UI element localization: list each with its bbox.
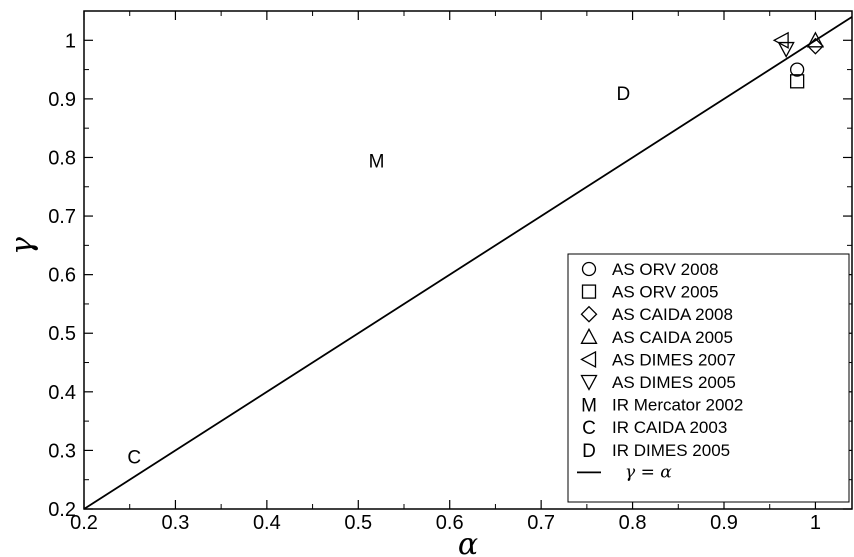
y-tick-label: 0.9	[48, 89, 76, 111]
legend-marker	[580, 350, 597, 368]
reference-line-gamma-equals-alpha	[83, 16, 853, 510]
legend-marker	[580, 327, 598, 344]
legend: AS ORV 2008 AS ORV 2005 AS CAIDA 2008 AS CA…	[567, 253, 850, 503]
data-points: MCD	[127, 31, 825, 468]
legend-label: AS ORV 2005	[612, 283, 718, 302]
x-tick-label: 0.5	[344, 512, 372, 534]
x-tick-label: 0.3	[162, 512, 190, 534]
legend-label: AS DIMES 2007	[612, 350, 736, 369]
y-tick-label: 0.8	[48, 147, 76, 169]
y-tick-label: 0.3	[48, 440, 76, 462]
legend-items: AS ORV 2008 AS ORV 2005 AS CAIDA 2008 AS CA…	[577, 260, 743, 482]
plot-frame	[83, 10, 853, 510]
data-point	[777, 41, 795, 58]
legend-marker	[580, 374, 598, 391]
legend-label: γ = α	[625, 462, 672, 482]
reference-line	[83, 16, 853, 510]
legend-marker: M	[581, 396, 597, 417]
y-tick-label: 0.6	[48, 265, 76, 287]
x-tick-label: 1	[810, 512, 821, 534]
legend-label: AS CAIDA 2005	[612, 328, 733, 347]
x-tick-label: 0.4	[253, 512, 281, 534]
y-tick-label: 1	[65, 30, 76, 52]
data-point	[789, 62, 805, 77]
y-axis-title: γ	[5, 237, 40, 255]
x-axis-title: α	[458, 527, 478, 557]
legend-label: AS CAIDA 2008	[612, 305, 733, 324]
data-point	[807, 37, 824, 55]
data-point: M	[369, 151, 385, 172]
x-tick-label: 0.7	[527, 512, 555, 534]
x-tick-label: 0.9	[710, 512, 738, 534]
data-point	[772, 31, 789, 49]
legend-label: IR Mercator 2002	[612, 396, 743, 415]
legend-marker: D	[582, 441, 596, 462]
x-tick-label: 0.2	[70, 512, 98, 534]
legend-box	[567, 253, 850, 503]
y-tick-label: 0.2	[48, 499, 76, 521]
data-point: D	[617, 84, 631, 105]
legend-marker: C	[582, 418, 596, 439]
y-tick-label: 0.4	[48, 382, 76, 404]
legend-marker	[580, 305, 598, 323]
legend-marker	[581, 261, 597, 277]
data-point	[789, 74, 805, 89]
legend-label: IR DIMES 2005	[612, 441, 730, 460]
x-tick-label: 0.6	[436, 512, 464, 534]
legend-marker	[581, 284, 597, 299]
y-tick-label: 0.5	[48, 323, 76, 345]
legend-label: AS ORV 2008	[612, 260, 718, 279]
x-tick-label: 0.8	[619, 512, 647, 534]
axis-tick-labels: 0.2 0.3 0.4 0.5 0.6 0.7 0.8 0.9 1 0.2 0.3 0.4 0.5 0.6…	[48, 30, 821, 534]
legend-label: AS DIMES 2005	[612, 373, 736, 392]
y-tick-label: 0.7	[48, 206, 76, 228]
data-point: C	[127, 447, 141, 468]
legend-label: IR CAIDA 2003	[612, 418, 727, 437]
data-point	[806, 31, 825, 48]
